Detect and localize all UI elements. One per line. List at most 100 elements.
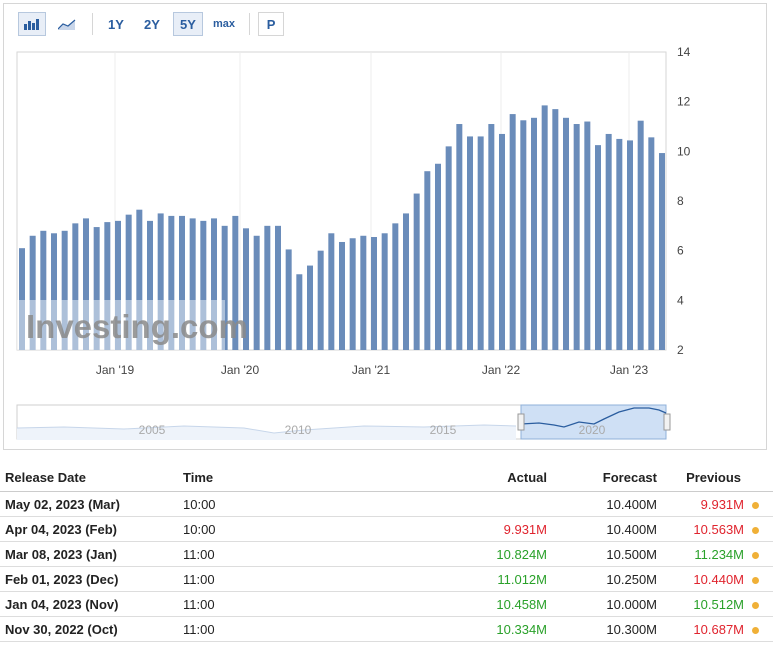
chart-toolbar: 1Y 2Y 5Y max P — [18, 10, 285, 38]
release-date-cell: Feb 01, 2023 (Dec) — [0, 566, 178, 592]
bar[interactable] — [179, 215, 185, 350]
bar[interactable] — [349, 238, 356, 350]
bar[interactable] — [563, 117, 569, 350]
bar[interactable] — [531, 117, 537, 350]
releases-table: Release Date Time Actual Forecast Previo… — [0, 463, 773, 642]
importance-dot-icon — [752, 551, 759, 559]
p-button[interactable]: P — [258, 12, 285, 36]
table-row: Nov 30, 2022 (Oct) 11:00 10.334M 10.300M 10.… — [0, 616, 773, 642]
header-release-date[interactable]: Release Date — [0, 463, 178, 492]
bar[interactable] — [605, 133, 612, 350]
range-1y-button[interactable]: 1Y — [108, 16, 124, 32]
header-previous[interactable]: Previous — [662, 463, 773, 492]
x-tick-label: Jan '23 — [610, 363, 649, 377]
time-cell: 11:00 — [178, 591, 338, 617]
area-chart-type-button[interactable] — [54, 13, 80, 35]
bar[interactable] — [520, 120, 527, 350]
bar[interactable] — [509, 114, 516, 350]
bar[interactable] — [637, 120, 644, 350]
bar[interactable] — [189, 218, 196, 350]
bar[interactable] — [136, 209, 143, 350]
forecast-cell: 10.250M — [552, 566, 662, 592]
navigator-right-handle[interactable] — [663, 413, 671, 431]
range-5y-button[interactable]: 5Y — [173, 12, 203, 36]
header-forecast[interactable]: Forecast — [552, 463, 662, 492]
navigator-left-handle[interactable] — [517, 413, 525, 431]
bar[interactable] — [275, 225, 281, 350]
importance-dot-icon — [752, 576, 759, 584]
bar[interactable] — [307, 265, 313, 350]
bar[interactable] — [339, 241, 345, 350]
bar[interactable] — [168, 215, 175, 350]
bar[interactable] — [125, 214, 132, 350]
bar[interactable] — [211, 218, 217, 350]
bar[interactable] — [456, 124, 463, 351]
range-max-button[interactable]: max — [213, 18, 236, 30]
navigator-selection[interactable] — [520, 404, 667, 440]
bar[interactable] — [413, 193, 420, 350]
x-tick-label: Jan '19 — [96, 363, 135, 377]
bar[interactable] — [221, 225, 228, 350]
previous-cell: 10.440M — [662, 566, 773, 592]
bar[interactable] — [157, 213, 164, 350]
bar[interactable] — [253, 235, 260, 350]
bar[interactable] — [541, 105, 548, 350]
bar[interactable] — [104, 222, 111, 350]
bar[interactable] — [595, 145, 601, 351]
x-tick-label: Jan '22 — [482, 363, 521, 377]
bar[interactable] — [115, 220, 121, 350]
bar[interactable] — [445, 146, 452, 350]
y-tick-label: 14 — [677, 45, 691, 59]
bar[interactable] — [381, 233, 388, 350]
bar[interactable] — [264, 225, 271, 350]
bar[interactable] — [467, 136, 473, 350]
bar[interactable] — [72, 223, 79, 350]
header-actual[interactable]: Actual — [338, 463, 552, 492]
bar[interactable] — [477, 136, 484, 350]
bar[interactable] — [40, 230, 47, 350]
bar[interactable] — [616, 138, 623, 350]
bar[interactable] — [659, 153, 665, 350]
actual-cell: 10.334M — [338, 616, 552, 642]
release-date-cell: Apr 04, 2023 (Feb) — [0, 516, 178, 542]
bar[interactable] — [200, 220, 207, 350]
bar[interactable] — [584, 121, 591, 350]
y-tick-label: 10 — [677, 144, 691, 158]
time-cell: 10:00 — [178, 516, 338, 542]
bar[interactable] — [296, 274, 303, 350]
range-2y-button[interactable]: 2Y — [144, 16, 160, 32]
bar[interactable] — [147, 220, 153, 350]
previous-value: 10.563M — [693, 521, 744, 537]
bar[interactable] — [29, 235, 36, 350]
bar[interactable] — [424, 171, 431, 350]
bar[interactable] — [328, 233, 335, 350]
bar[interactable] — [360, 235, 367, 350]
bar[interactable] — [499, 133, 505, 350]
bar-chart-type-button[interactable] — [18, 12, 46, 36]
time-cell: 11:00 — [178, 541, 338, 567]
release-date-cell: Nov 30, 2022 (Oct) — [0, 616, 178, 642]
bar[interactable] — [83, 218, 89, 350]
bar[interactable] — [232, 215, 239, 350]
bar[interactable] — [392, 223, 399, 350]
table-row: May 02, 2023 (Mar) 10:00 10.400M 9.931M — [0, 491, 773, 517]
bar[interactable] — [243, 228, 249, 350]
bar[interactable] — [285, 249, 292, 350]
bar[interactable] — [648, 137, 655, 350]
bar[interactable] — [488, 124, 495, 351]
bar[interactable] — [573, 124, 580, 351]
y-tick-label: 6 — [677, 244, 684, 258]
bar[interactable] — [61, 230, 68, 350]
bar[interactable] — [51, 233, 57, 350]
bar[interactable] — [552, 109, 559, 351]
header-time[interactable]: Time — [178, 463, 338, 492]
bar[interactable] — [627, 140, 633, 350]
bar[interactable] — [19, 248, 25, 350]
bar[interactable] — [435, 163, 441, 350]
table-row: Mar 08, 2023 (Jan) 11:00 10.824M 10.500M 11.… — [0, 541, 773, 567]
bar[interactable] — [403, 213, 409, 350]
bar[interactable] — [93, 227, 100, 350]
bar[interactable] — [317, 250, 324, 350]
bar[interactable] — [371, 237, 377, 350]
previous-value: 10.687M — [693, 621, 744, 637]
